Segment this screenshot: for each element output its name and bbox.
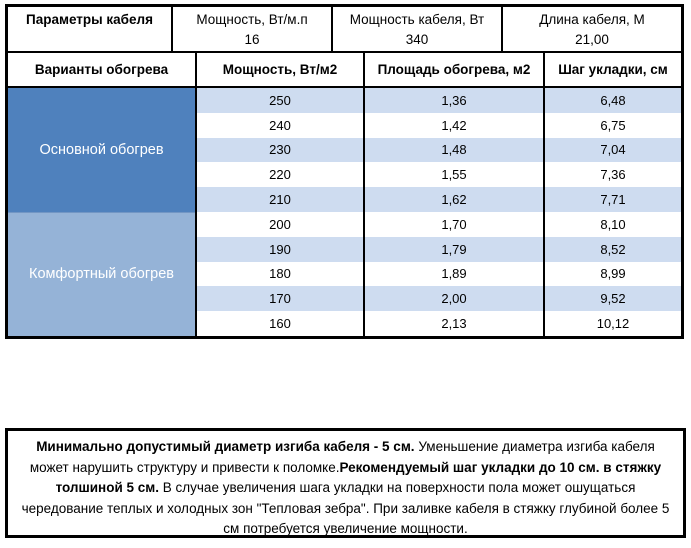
cell-area: 1,55: [363, 162, 543, 188]
cell-spacing: 10,12: [543, 311, 681, 336]
cell-spacing: 6,75: [543, 112, 681, 138]
header-spacing: Шаг укладки, см: [543, 53, 681, 86]
cable-params-header: Параметры кабеля Мощность, Вт/м.п 16 Мощ…: [8, 7, 681, 53]
param-cable-power: Мощность кабеля, Вт 340: [331, 7, 501, 51]
cell-power: 160: [195, 311, 363, 336]
cell-power: 170: [195, 286, 363, 312]
note-text: В случае увеличения шага укладки на пове…: [21, 480, 670, 537]
cell-area: 1,48: [363, 137, 543, 163]
param-value: 340: [405, 32, 429, 47]
cell-spacing: 7,36: [543, 162, 681, 188]
cell-power: 230: [195, 137, 363, 163]
cell-area: 2,13: [363, 311, 543, 336]
cell-area: 1,36: [363, 88, 543, 113]
note-text: Уменьшение диаметра изгиба кабеля может …: [29, 439, 655, 475]
cell-area: 1,89: [363, 261, 543, 287]
cell-spacing: 9,52: [543, 286, 681, 312]
table-body: Основной обогрев 250 1,36 6,48 240 1,42 …: [8, 88, 681, 336]
note-bold-recommended-spacing: Рекомендуемый шаг укладки до 10 см. в ст…: [55, 459, 662, 496]
cell-spacing: 7,04: [543, 137, 681, 163]
cell-area: 1,79: [363, 236, 543, 262]
param-label: Мощность, Вт/м.п: [196, 12, 308, 27]
table-column-headers: Варианты обогрева Мощность, Вт/м2 Площад…: [8, 53, 681, 88]
note-box: Минимально допустимый диаметр изгиба каб…: [5, 428, 686, 538]
cell-area: 1,62: [363, 187, 543, 212]
param-cable-length: Длина кабеля, М 21,00: [501, 7, 681, 51]
cable-params-title: Параметры кабеля: [26, 12, 153, 27]
param-label: Мощность кабеля, Вт: [349, 12, 485, 27]
note-bold-min-bend-diameter: Минимально допустимый диаметр изгиба каб…: [36, 439, 415, 454]
cell-spacing: 8,10: [543, 211, 681, 237]
header-area: Площадь обогрева, м2: [363, 53, 543, 86]
cell-power: 220: [195, 162, 363, 188]
cell-power: 240: [195, 112, 363, 138]
cell-spacing: 8,99: [543, 261, 681, 287]
cell-power: 250: [195, 88, 363, 113]
cell-spacing: 6,48: [543, 88, 681, 113]
cell-area: 2,00: [363, 286, 543, 312]
section-label-main-heating: Основной обогрев: [8, 88, 195, 212]
cell-area: 1,42: [363, 112, 543, 138]
cable-parameters-table: Параметры кабеля Мощность, Вт/м.п 16 Мощ…: [5, 4, 684, 339]
header-power: Мощность, Вт/м2: [195, 53, 363, 86]
param-value: 16: [244, 32, 260, 47]
cable-params-title-cell: Параметры кабеля: [8, 7, 171, 51]
cell-area: 1,70: [363, 211, 543, 237]
param-power-per-m: Мощность, Вт/м.п 16: [171, 7, 331, 51]
section-label-comfort-heating: Комфортный обогрев: [8, 211, 195, 336]
cell-power: 190: [195, 236, 363, 262]
cell-power: 200: [195, 211, 363, 237]
cell-power: 180: [195, 261, 363, 287]
param-label: Длина кабеля, М: [539, 12, 645, 27]
cell-spacing: 8,52: [543, 236, 681, 262]
header-variants: Варианты обогрева: [34, 62, 169, 77]
param-value: 21,00: [575, 32, 609, 47]
cell-power: 210: [195, 187, 363, 212]
cell-spacing: 7,71: [543, 187, 681, 212]
